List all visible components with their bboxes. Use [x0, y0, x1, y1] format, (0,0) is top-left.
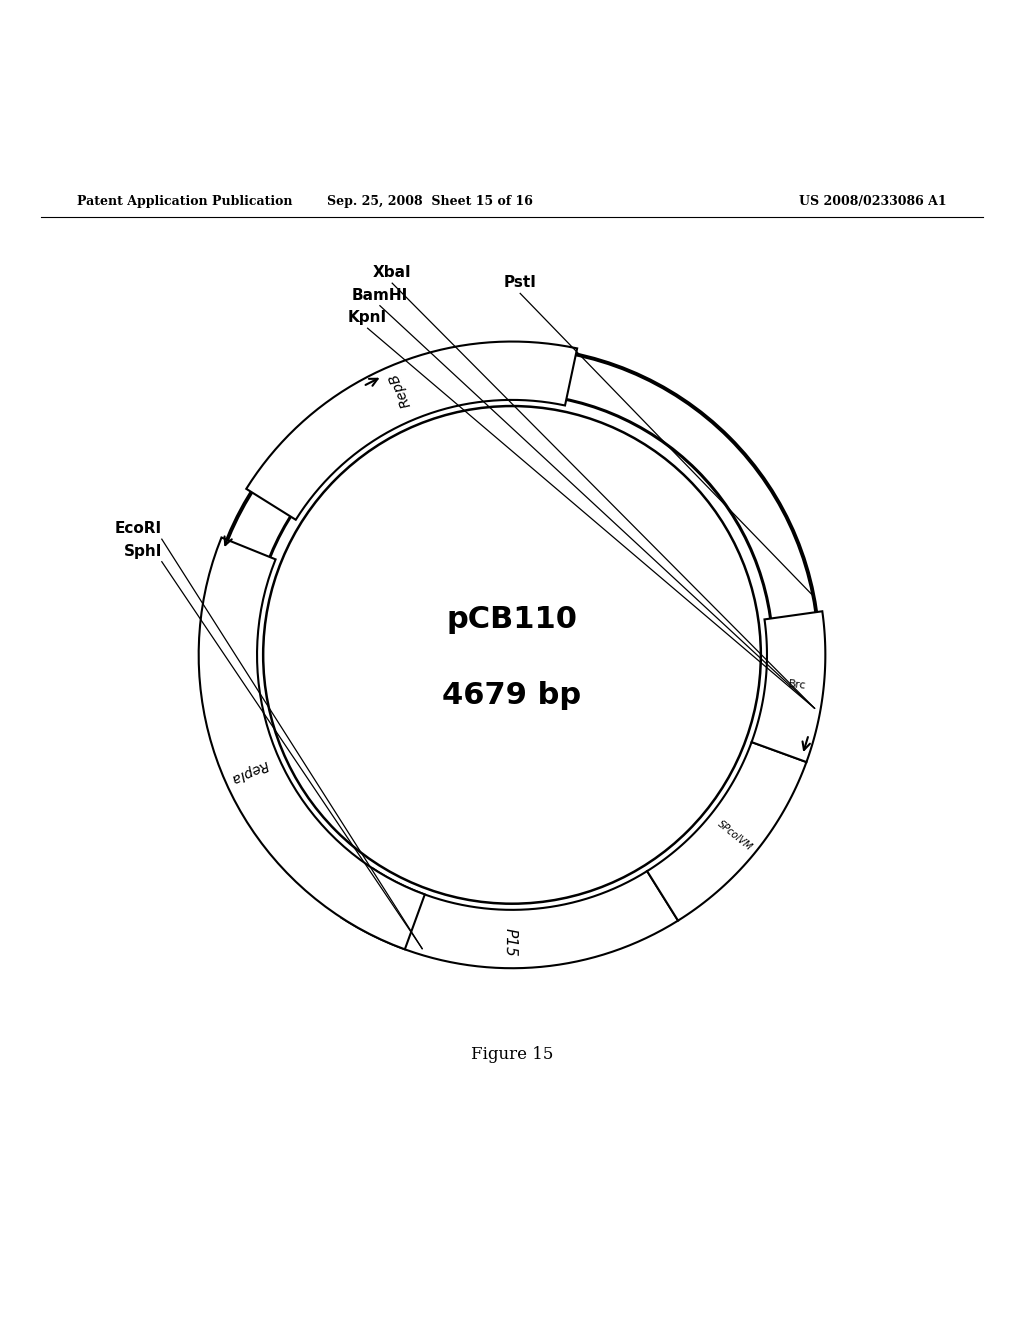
Text: SPcolVM: SPcolVM [716, 818, 755, 853]
Text: 4679 bp: 4679 bp [442, 681, 582, 710]
Polygon shape [647, 742, 807, 920]
Text: XbaI: XbaI [373, 265, 412, 280]
Text: RepIa: RepIa [228, 758, 270, 787]
Text: Brc: Brc [788, 678, 807, 690]
Polygon shape [341, 869, 678, 968]
Polygon shape [199, 537, 425, 949]
Text: Figure 15: Figure 15 [471, 1045, 553, 1063]
Text: US 2008/0233086 A1: US 2008/0233086 A1 [799, 195, 946, 207]
Text: Patent Application Publication: Patent Application Publication [77, 195, 292, 207]
Text: Sep. 25, 2008  Sheet 15 of 16: Sep. 25, 2008 Sheet 15 of 16 [327, 195, 534, 207]
Polygon shape [246, 342, 578, 520]
Text: pCB110: pCB110 [446, 605, 578, 634]
Text: EcoRI: EcoRI [115, 521, 162, 536]
Text: SphI: SphI [124, 544, 162, 558]
Text: PstI: PstI [504, 276, 537, 290]
Text: RepB: RepB [386, 371, 414, 411]
Text: BamHI: BamHI [352, 288, 408, 302]
Text: P15: P15 [502, 928, 517, 957]
Polygon shape [752, 611, 825, 762]
Text: KpnI: KpnI [348, 310, 387, 325]
